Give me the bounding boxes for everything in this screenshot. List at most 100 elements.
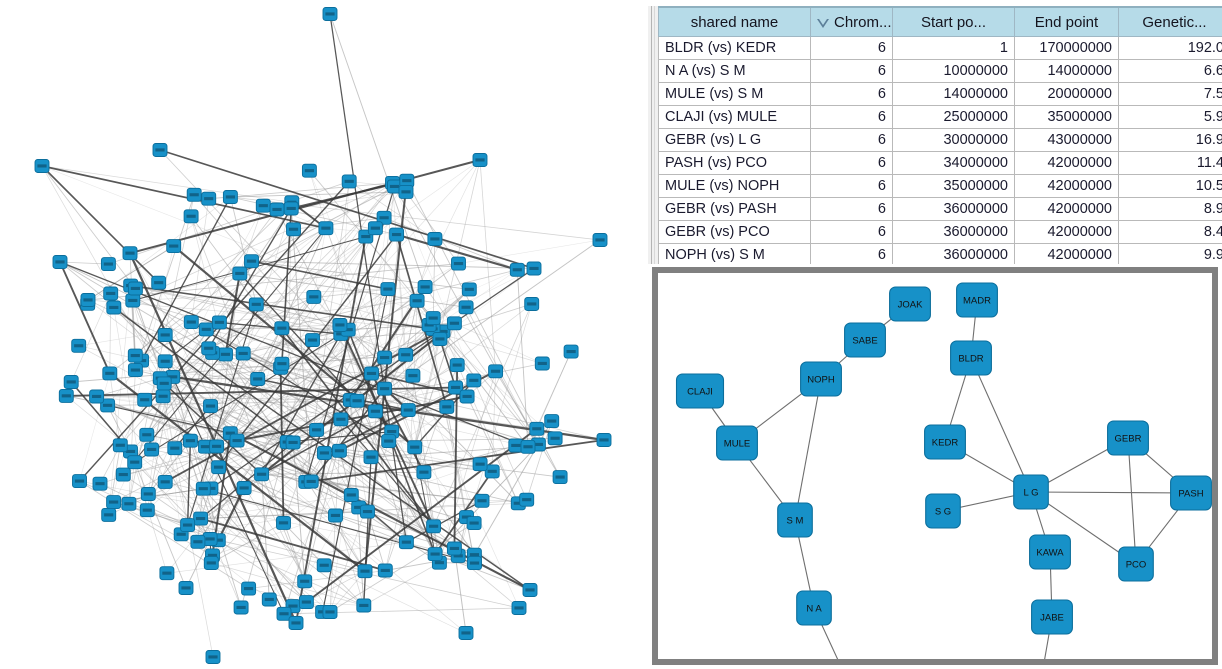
main-network-canvas[interactable] <box>0 0 648 669</box>
network-node[interactable] <box>547 431 563 446</box>
network-node[interactable] <box>357 564 373 579</box>
network-node[interactable]: S M <box>777 502 813 538</box>
network-edge[interactable] <box>365 236 475 381</box>
network-node[interactable] <box>201 341 217 356</box>
network-edge[interactable] <box>70 293 112 383</box>
network-node[interactable] <box>427 547 443 562</box>
cell-start_point[interactable]: 36000000 <box>892 243 1015 264</box>
network-node[interactable] <box>222 190 238 204</box>
network-edge[interactable] <box>794 378 822 521</box>
network-node[interactable] <box>288 616 304 630</box>
network-edge[interactable] <box>414 338 441 448</box>
network-node[interactable] <box>466 373 482 388</box>
network-edge[interactable] <box>141 196 231 361</box>
network-node[interactable] <box>276 606 292 621</box>
cell-chromosome[interactable]: 6 <box>810 151 893 175</box>
network-node[interactable] <box>233 600 249 615</box>
network-edge[interactable] <box>309 170 372 374</box>
cell-end_point[interactable]: 20000000 <box>1014 82 1119 106</box>
network-edge[interactable] <box>163 236 367 384</box>
network-node[interactable] <box>446 541 462 556</box>
network-node[interactable] <box>316 446 332 460</box>
network-node[interactable] <box>427 232 443 246</box>
network-node[interactable] <box>100 257 116 272</box>
network-node[interactable]: PCO <box>1118 546 1154 582</box>
cell-chromosome[interactable]: 6 <box>810 128 893 152</box>
network-node[interactable] <box>459 389 475 404</box>
network-edge[interactable] <box>78 180 350 482</box>
network-node[interactable] <box>377 350 393 365</box>
network-edge[interactable] <box>202 488 307 603</box>
network-edge[interactable] <box>208 348 288 443</box>
network-node[interactable] <box>439 399 455 414</box>
network-node[interactable] <box>309 422 325 437</box>
network-edge[interactable] <box>453 365 459 549</box>
network-edge[interactable] <box>367 499 527 512</box>
network-node[interactable] <box>400 403 416 418</box>
table-row[interactable]: MULE (vs) NOPH 6 35000000 42000000 10.5 <box>658 174 1222 198</box>
network-node[interactable] <box>229 433 245 448</box>
network-node[interactable] <box>274 356 290 371</box>
network-edge[interactable] <box>339 324 352 496</box>
network-edge[interactable] <box>203 354 226 489</box>
network-node[interactable] <box>115 467 131 482</box>
network-edge[interactable] <box>516 269 529 447</box>
network-edge[interactable] <box>311 439 605 483</box>
network-edge[interactable] <box>424 286 539 445</box>
network-node[interactable] <box>34 159 50 173</box>
cell-end_point[interactable]: 42000000 <box>1014 243 1119 264</box>
network-node[interactable] <box>112 438 128 453</box>
network-node[interactable]: KEDR <box>924 424 966 460</box>
network-edge[interactable] <box>396 233 518 271</box>
network-edge[interactable] <box>261 410 376 475</box>
cell-shared_name[interactable]: PASH (vs) PCO <box>658 151 811 175</box>
network-edge[interactable] <box>186 440 192 526</box>
network-node[interactable] <box>522 583 538 597</box>
network-edge[interactable] <box>41 165 160 284</box>
network-edge[interactable] <box>251 260 535 269</box>
network-edge[interactable] <box>129 159 481 255</box>
network-edge[interactable] <box>109 373 121 446</box>
network-node[interactable] <box>511 601 527 615</box>
network-node[interactable] <box>203 556 219 570</box>
cell-end_point[interactable]: 35000000 <box>1014 105 1119 129</box>
network-edge[interactable] <box>210 488 365 606</box>
network-edge[interactable] <box>59 261 111 374</box>
cell-genetic[interactable]: 8.4 <box>1118 220 1222 244</box>
table-row[interactable]: MULE (vs) S M 6 14000000 20000000 7.5 <box>658 82 1222 106</box>
network-edge[interactable] <box>329 570 366 613</box>
network-edge[interactable] <box>311 481 483 502</box>
network-node[interactable]: JOAK <box>889 286 931 322</box>
network-node[interactable] <box>446 316 462 331</box>
cell-genetic[interactable]: 16.9 <box>1118 128 1222 152</box>
network-node[interactable] <box>127 455 143 470</box>
network-edge[interactable] <box>162 396 176 449</box>
network-edge[interactable] <box>210 354 226 407</box>
network-edge[interactable] <box>218 429 317 468</box>
cell-chromosome[interactable]: 6 <box>810 82 893 106</box>
network-edge[interactable] <box>305 428 538 603</box>
network-edge[interactable] <box>108 181 350 265</box>
network-node[interactable] <box>328 508 343 523</box>
network-edge[interactable] <box>339 288 389 326</box>
network-edge[interactable] <box>109 372 366 573</box>
network-edge[interactable] <box>239 205 264 274</box>
network-node[interactable] <box>152 143 168 157</box>
cell-shared_name[interactable]: CLAJI (vs) MULE <box>658 105 811 129</box>
network-edge[interactable] <box>190 216 257 305</box>
network-edge[interactable] <box>66 395 331 613</box>
network-node[interactable] <box>389 227 405 242</box>
network-node[interactable] <box>250 372 266 386</box>
network-node[interactable] <box>244 254 259 269</box>
network-edge[interactable] <box>172 205 264 378</box>
cell-shared_name[interactable]: GEBR (vs) PASH <box>658 197 811 221</box>
network-edge[interactable] <box>200 494 352 519</box>
network-node[interactable] <box>195 481 211 496</box>
network-node[interactable] <box>285 435 301 450</box>
network-edge[interactable] <box>59 261 109 265</box>
network-node[interactable] <box>316 558 332 573</box>
network-edge[interactable] <box>41 165 327 230</box>
network-node[interactable] <box>100 398 116 413</box>
network-edge[interactable] <box>130 285 349 331</box>
network-node[interactable] <box>102 366 118 381</box>
